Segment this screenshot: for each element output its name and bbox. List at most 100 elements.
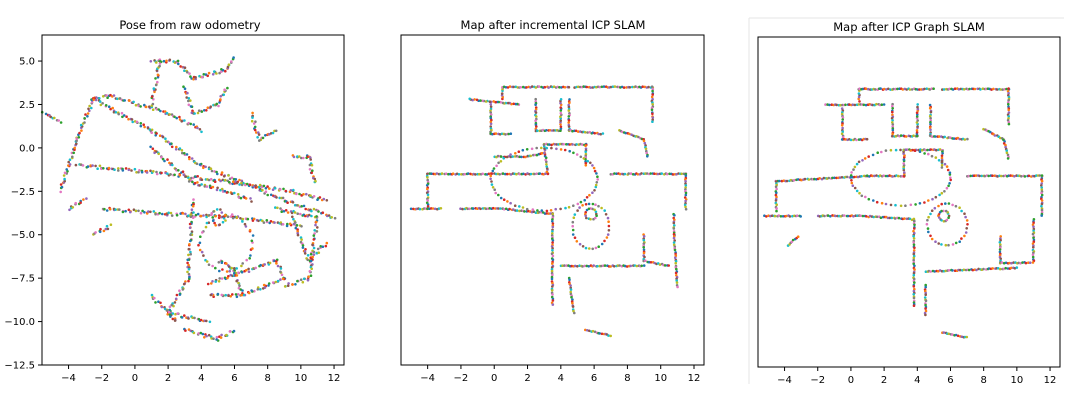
data-point [68,163,72,166]
data-point [135,171,138,174]
data-point [850,171,853,174]
data-point [549,212,552,215]
data-point [68,158,72,161]
data-point [490,183,494,186]
data-point [567,121,570,124]
data-point [471,207,475,210]
data-point [214,280,217,283]
data-point [173,301,177,304]
data-point [596,264,599,268]
data-point [187,279,190,283]
data-point [850,181,854,185]
data-point [932,87,935,90]
data-point [913,149,917,152]
data-point [68,208,71,212]
data-point [915,129,919,132]
data-point [71,155,74,159]
data-point [224,213,227,217]
data-point [317,251,321,254]
data-point [309,256,313,260]
data-point [83,117,86,120]
data-point [958,206,961,209]
data-point [778,179,781,183]
data-point [915,111,919,114]
data-point [199,318,203,322]
x-tick-label: −2 [454,373,469,384]
data-point [298,155,301,158]
data-point [490,180,493,183]
data-point [774,185,778,188]
data-point [853,186,857,190]
data-point [845,175,849,179]
data-point [228,180,231,184]
data-point [796,178,800,181]
data-point [567,105,571,109]
data-point [579,155,583,159]
data-point [551,230,554,233]
data-point [651,103,654,106]
data-point [189,215,193,219]
data-point [238,284,241,288]
data-point [918,202,922,205]
data-point [597,132,600,136]
data-point [60,185,64,189]
data-point [499,207,502,210]
data-point [250,119,254,123]
data-point [938,193,941,197]
data-point [523,210,526,213]
data-point [118,208,121,211]
data-point [205,185,209,188]
data-point [675,173,678,176]
data-point [927,152,930,156]
data-point [948,173,952,176]
data-point [264,190,268,193]
data-point [261,219,264,223]
data-point [254,184,257,187]
data-point [187,97,191,100]
data-point [211,264,214,268]
data-point [829,215,832,218]
data-point [108,207,112,211]
scatter-series [774,180,778,213]
data-point [882,174,885,177]
data-point [891,104,894,108]
data-point [978,174,981,178]
data-point [545,163,548,166]
data-point [439,207,443,210]
data-point [300,225,303,228]
data-point [290,211,294,215]
data-point [924,148,927,152]
data-point [684,186,687,189]
data-point [865,174,869,177]
data-point [426,205,430,208]
data-point [589,86,592,89]
data-point [912,258,915,262]
data-point [238,178,241,182]
data-point [569,284,572,287]
data-point [584,328,587,332]
data-point [583,198,586,202]
data-point [302,193,305,196]
data-point [543,154,547,158]
data-point [520,155,523,159]
data-point [573,213,577,216]
data-point [926,227,930,230]
data-point [314,179,317,183]
data-point [221,69,225,72]
data-point [330,216,334,219]
data-point [53,116,56,120]
data-point [124,209,127,213]
data-point [518,172,521,176]
data-point [188,72,191,75]
data-point [926,218,929,222]
data-point [1012,261,1015,264]
data-point [861,214,865,218]
data-point [593,169,597,173]
data-point [409,207,413,211]
data-point [215,188,219,192]
panel-title-graph-slam: Map after ICP Graph SLAM [833,20,985,34]
data-point [865,87,868,91]
data-point [155,172,159,176]
data-point [658,263,662,266]
scatter-series [890,102,920,138]
